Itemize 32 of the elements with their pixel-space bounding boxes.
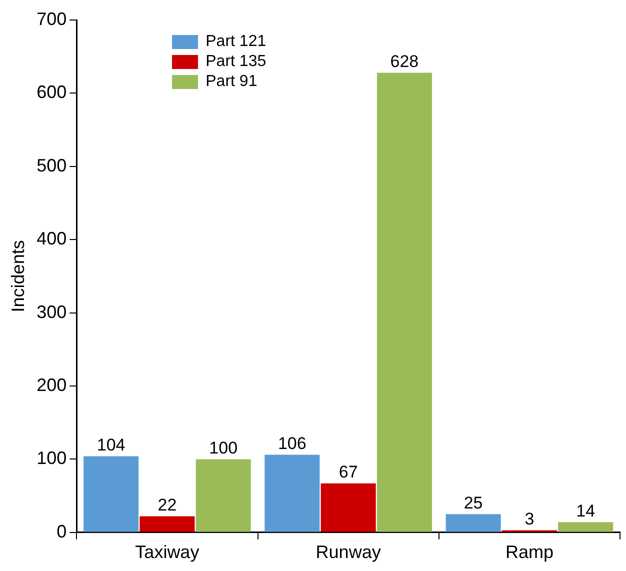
data-label: 22	[158, 495, 177, 514]
y-tick-label: 600	[36, 82, 67, 102]
data-label: 100	[209, 438, 238, 458]
y-tick-label: 200	[36, 374, 67, 395]
data-label: 67	[338, 462, 358, 482]
bar	[84, 456, 139, 532]
y-tick-label: 300	[36, 302, 67, 322]
y-tick-label: 700	[36, 8, 67, 29]
x-tick-label: Taxiway	[135, 542, 200, 562]
data-label: 14	[576, 501, 596, 520]
bar	[446, 514, 501, 532]
data-label: 628	[390, 52, 419, 71]
y-tick-label: 0	[56, 521, 67, 542]
bar	[376, 72, 432, 532]
data-label: 25	[464, 493, 483, 512]
legend-label: Part 91	[206, 73, 258, 91]
x-tick-label: Runway	[316, 542, 381, 562]
data-label: 104	[96, 435, 126, 454]
data-label: 3	[524, 509, 534, 528]
y-axis-title: Incidents	[8, 240, 28, 312]
bar	[140, 516, 195, 532]
x-tick-label: Ramp	[505, 542, 554, 562]
y-tick-label: 100	[36, 448, 67, 468]
y-tick-label: 500	[36, 155, 67, 176]
bar	[264, 454, 320, 532]
y-tick-label: 400	[36, 228, 67, 249]
data-label: 106	[278, 434, 306, 453]
bar	[558, 522, 614, 532]
legend-label: Part 121	[206, 33, 266, 51]
bar	[196, 459, 251, 532]
legend-label: Part 135	[206, 53, 266, 71]
bar	[320, 483, 376, 532]
